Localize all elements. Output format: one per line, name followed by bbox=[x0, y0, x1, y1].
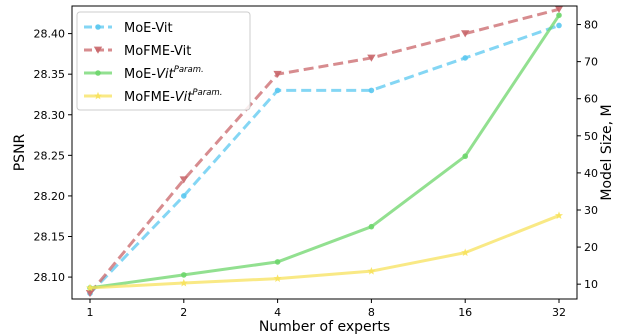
y2-tick-label: 40 bbox=[584, 167, 598, 180]
y2-tick-label: 30 bbox=[584, 204, 598, 217]
data-point bbox=[273, 70, 282, 78]
x-tick-label: 4 bbox=[274, 306, 281, 319]
y2-tick-label: 20 bbox=[584, 241, 598, 254]
legend-marker bbox=[94, 91, 102, 100]
y-tick-label: 28.20 bbox=[34, 190, 66, 203]
y-tick-label: 28.25 bbox=[34, 149, 66, 162]
axis-layer: 1 2 4 8 16 32 28.10 28.15 28.20 28.25 28.30 28.35 28… bbox=[34, 19, 599, 319]
series-line bbox=[88, 24, 560, 295]
y2-axis-label: Model Size, M bbox=[599, 104, 615, 200]
plot-frame bbox=[71, 5, 578, 300]
series-line bbox=[88, 214, 561, 290]
series-line bbox=[88, 13, 561, 290]
data-point bbox=[462, 55, 469, 61]
data-point bbox=[367, 266, 376, 275]
legend-marker bbox=[95, 24, 101, 30]
x-tick-label: 16 bbox=[458, 306, 472, 319]
series-line bbox=[88, 7, 560, 295]
legend-label: MoE-Vit bbox=[124, 21, 173, 36]
y-tick-label: 28.30 bbox=[34, 109, 66, 122]
legend: MoE-Vit MoFME-Vit MoE-VitParam. MoFME-VitPa… bbox=[76, 11, 251, 111]
legend-box bbox=[76, 11, 251, 111]
data-point bbox=[555, 211, 563, 219]
y-tick-label: 28.10 bbox=[34, 271, 66, 284]
y2-tick-label: 10 bbox=[584, 278, 598, 291]
y-tick-label: 28.35 bbox=[34, 68, 66, 81]
y2-tick-label: 60 bbox=[584, 93, 598, 106]
legend-marker bbox=[93, 46, 103, 54]
data-point bbox=[274, 87, 281, 94]
y-axis-label: PSNR bbox=[12, 133, 28, 171]
data-point bbox=[461, 30, 470, 38]
y2-tick-label: 50 bbox=[584, 130, 598, 143]
data-point bbox=[556, 12, 562, 19]
x-tick-label: 2 bbox=[180, 306, 187, 319]
data-point bbox=[556, 22, 562, 29]
data-point bbox=[179, 176, 188, 184]
legend-label: MoFME-VitParam. bbox=[124, 88, 222, 105]
x-tick-label: 32 bbox=[552, 306, 566, 319]
data-point bbox=[367, 54, 376, 62]
data-point bbox=[368, 87, 375, 94]
data-point bbox=[273, 274, 282, 282]
data-point bbox=[179, 278, 188, 287]
data-point bbox=[274, 259, 281, 265]
legend-marker bbox=[95, 70, 101, 76]
x-axis-label: Number of experts bbox=[259, 319, 390, 335]
data-point bbox=[181, 193, 187, 199]
series-layer bbox=[85, 5, 564, 298]
data-point bbox=[461, 248, 470, 257]
data-point bbox=[181, 272, 187, 278]
legend-label: MoFME-Vit bbox=[124, 44, 191, 59]
legend-label: MoE-VitParam. bbox=[124, 65, 204, 82]
x-tick-label: 8 bbox=[368, 306, 375, 319]
data-point bbox=[462, 153, 469, 160]
y2-tick-label: 70 bbox=[584, 56, 598, 69]
data-point bbox=[86, 283, 94, 292]
data-point bbox=[85, 289, 95, 298]
y-tick-label: 28.40 bbox=[34, 28, 66, 41]
data-point bbox=[368, 223, 375, 230]
y2-tick-label: 80 bbox=[584, 19, 598, 32]
data-point bbox=[554, 5, 564, 14]
x-tick-label: 1 bbox=[87, 306, 94, 319]
y-tick-label: 28.15 bbox=[34, 231, 66, 244]
